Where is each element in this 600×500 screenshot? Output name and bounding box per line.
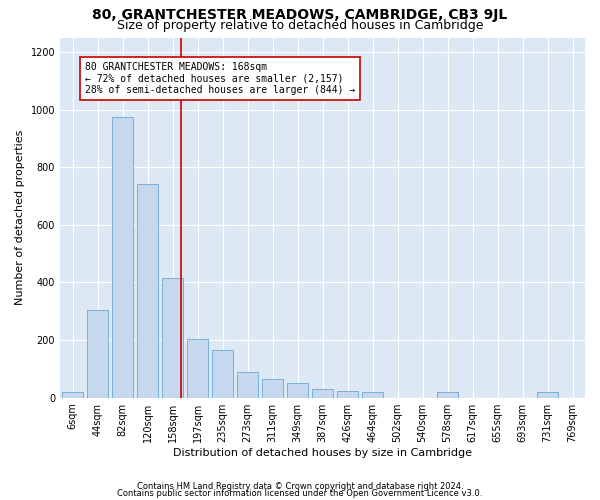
Bar [237,372,258,398]
Bar [112,116,133,398]
Text: 80, GRANTCHESTER MEADOWS, CAMBRIDGE, CB3 9JL: 80, GRANTCHESTER MEADOWS, CAMBRIDGE, CB3… [92,8,508,22]
Bar [162,278,183,398]
Text: Size of property relative to detached houses in Cambridge: Size of property relative to detached ho… [117,19,483,32]
Text: 80 GRANTCHESTER MEADOWS: 168sqm
← 72% of detached houses are smaller (2,157)
28%: 80 GRANTCHESTER MEADOWS: 168sqm ← 72% of… [85,62,355,95]
Text: Contains public sector information licensed under the Open Government Licence v3: Contains public sector information licen… [118,490,482,498]
Text: Contains HM Land Registry data © Crown copyright and database right 2024.: Contains HM Land Registry data © Crown c… [137,482,463,491]
Bar [137,184,158,398]
X-axis label: Distribution of detached houses by size in Cambridge: Distribution of detached houses by size … [173,448,472,458]
Bar [287,384,308,398]
Bar [87,310,108,398]
Bar [212,350,233,398]
Bar [187,338,208,398]
Bar [437,392,458,398]
Bar [262,379,283,398]
Bar [362,392,383,398]
Bar [337,390,358,398]
Bar [537,392,558,398]
Y-axis label: Number of detached properties: Number of detached properties [15,130,25,306]
Bar [62,392,83,398]
Bar [312,389,333,398]
